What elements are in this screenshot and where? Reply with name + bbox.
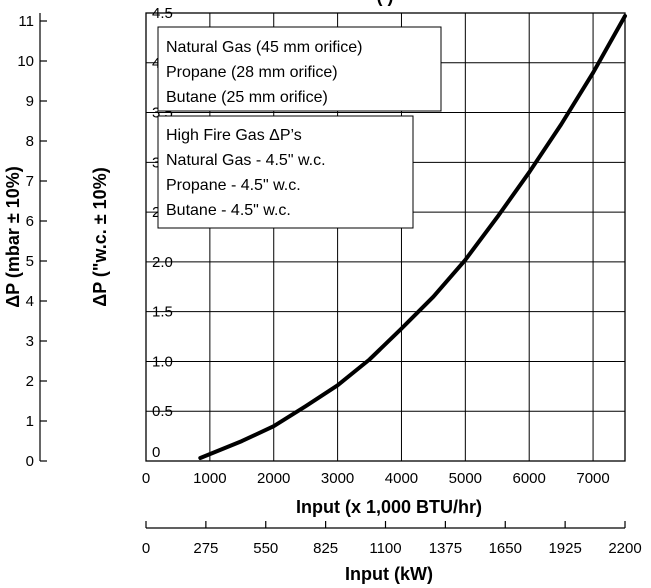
x2-tick-label-1: 275 — [193, 540, 218, 557]
legend-high-fire-entry-2: Propane - 4.5" w.c. — [166, 177, 301, 194]
x-tick-label-6: 6000 — [513, 470, 546, 487]
x-tick-label-3: 3000 — [321, 470, 354, 487]
plot-frame — [145, 12, 626, 462]
x-tick-label-2: 2000 — [257, 470, 290, 487]
y-tick-label-3: 1.5 — [152, 304, 173, 321]
y2-tick-label-3: 3 — [26, 333, 34, 350]
x2-tick-label-4: 1100 — [369, 540, 401, 557]
x2-tick-label-2: 550 — [253, 540, 278, 557]
y2-tick-label-10: 10 — [17, 53, 34, 70]
y2-tick-label-11: 11 — [18, 13, 34, 30]
legend-high-fire-entry-1: Natural Gas - 4.5" w.c. — [166, 152, 326, 169]
x2-axis-title: Input (kW) — [345, 564, 433, 584]
legend-layer: Natural Gas (45 mm orifice) Propane (28 m… — [157, 26, 442, 229]
x-tick-label-7: 7000 — [576, 470, 609, 487]
y2-tick-label-5: 5 — [26, 253, 34, 270]
legend-high-fire-entry-0: High Fire Gas ΔP’s — [166, 127, 302, 144]
y2-tick-label-8: 8 — [26, 133, 34, 150]
y2-tick-label-1: 1 — [26, 413, 34, 430]
x-axis-title: Input (x 1,000 BTU/hr) — [296, 497, 482, 517]
legend-high-fire-entry-3: Butane - 4.5" w.c. — [166, 202, 291, 219]
y2-tick-label-4: 4 — [26, 293, 34, 310]
x2-tick-label-3: 825 — [313, 540, 338, 557]
y-axis-title: ΔP ("w.c. ± 10%) — [90, 167, 110, 306]
chart-title-partial: ( ) — [377, 0, 394, 6]
y2-axis-title: ΔP (mbar ± 10%) — [3, 166, 23, 308]
y2-tick-label-6: 6 — [26, 213, 34, 230]
x2-tick-label-8: 2200 — [608, 540, 641, 557]
curve-layer — [198, 14, 627, 460]
y2-tick-label-9: 9 — [26, 93, 34, 110]
y2-tick-label-2: 2 — [26, 373, 34, 390]
x-tick-label-4: 4000 — [385, 470, 418, 487]
y-tick-label-4: 2.0 — [152, 254, 173, 271]
x2-tick-label-7: 1925 — [548, 540, 581, 557]
y-tick-label-1: 0.5 — [152, 403, 173, 420]
y-tick-label-0: 0 — [152, 444, 160, 461]
legend-orifice-entry-2: Butane (25 mm orifice) — [166, 89, 328, 106]
x2-tick-label-6: 1650 — [489, 540, 522, 557]
series-line-0 — [198, 14, 627, 460]
x-tick-label-0: 0 — [142, 470, 150, 487]
y2-tick-label-0: 0 — [26, 453, 34, 470]
legend-orifice-entry-1: Propane (28 mm orifice) — [166, 64, 338, 81]
y-tick-label-2: 1.0 — [152, 353, 173, 370]
x-tick-label-5: 5000 — [449, 470, 482, 487]
x2-tick-label-0: 0 — [142, 540, 150, 557]
x-tick-label-1: 1000 — [193, 470, 226, 487]
y2-tick-label-7: 7 — [26, 173, 34, 190]
legend-orifice-entry-0: Natural Gas (45 mm orifice) — [166, 39, 363, 56]
legend-box-high-fire — [157, 115, 414, 229]
x2-tick-label-5: 1375 — [429, 540, 462, 557]
y-tick-label-9: 4.5 — [152, 5, 173, 22]
legend-box-orifices — [157, 26, 442, 112]
